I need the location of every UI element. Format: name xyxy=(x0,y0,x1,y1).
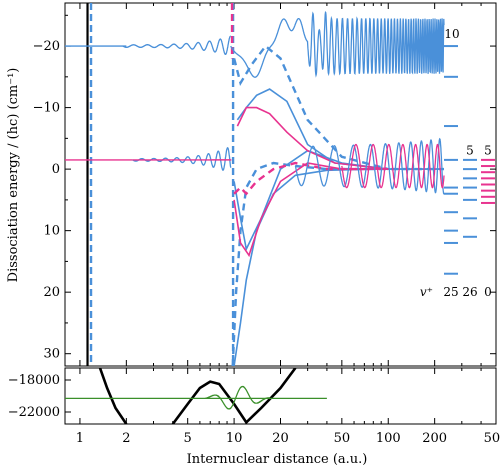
x-tick-label: 10 xyxy=(226,431,243,446)
column-label-0: 0 xyxy=(484,285,492,299)
potential-curve-magenta-5 xyxy=(233,161,374,196)
y-tick-label: 30 xyxy=(43,347,60,362)
x-tick-label: 1 xyxy=(76,431,84,446)
potential-curve-magenta-6 xyxy=(233,162,389,258)
level-label-5: 5 xyxy=(484,144,492,158)
wavefunction-top-blue-right xyxy=(230,11,445,78)
y-axis-title: Dissociation energy / (hc) (cm⁻¹) xyxy=(6,68,21,283)
wavefunction-mid-blue-left xyxy=(132,147,232,171)
potential-curve-blue-4 xyxy=(236,88,389,170)
x-axis-title: Internuclear distance (a.u.) xyxy=(187,452,368,467)
bottom-plot-frame xyxy=(64,367,497,425)
wavefunction-mid-magenta-right xyxy=(341,143,445,189)
bottom-curve-black-1 xyxy=(171,368,297,424)
x-tick-label: 20 xyxy=(272,431,289,446)
y-tick-label: −20 xyxy=(33,39,60,54)
x-tick-label: 200 xyxy=(422,431,447,446)
y-tick-label: 0 xyxy=(52,162,60,177)
column-label-26: 26 xyxy=(462,285,477,299)
potential-curve-blue-1 xyxy=(231,161,444,366)
x-tick-label: 100 xyxy=(376,431,401,446)
main-curves xyxy=(65,3,445,366)
main-plot-panel: −20 −10 0 10 20 30 10 5 5 v⁺ 25 26 0 xyxy=(33,2,497,367)
bottom-curve-black-0 xyxy=(98,368,128,424)
bottom-wavefunction-green xyxy=(204,385,270,410)
level-label-5: 5 xyxy=(466,144,474,158)
potential-curve-magenta-7 xyxy=(236,106,389,170)
x-tick-label: 5 xyxy=(184,431,192,446)
x-tick-label: 50 xyxy=(334,431,351,446)
column-label-25: 25 xyxy=(443,285,458,299)
y-tick-label: 20 xyxy=(43,285,60,300)
x-tick-label: 2 xyxy=(122,431,130,446)
wavefunction-top-blue-left xyxy=(122,35,231,56)
y-tick-label: −18000 xyxy=(8,373,60,388)
bottom-plot-panel: 1 2 5 10 20 50 100 200 500 −18000 −22000 xyxy=(8,367,500,446)
y-tick-label: −10 xyxy=(33,101,60,116)
wavefunction-mid-blue-right xyxy=(294,137,445,195)
bottom-curves xyxy=(65,368,327,424)
y-tick-label: 10 xyxy=(43,224,60,239)
potential-curve-blue-0 xyxy=(233,168,444,366)
level-label-10: 10 xyxy=(444,27,459,41)
x-tick-label: 500 xyxy=(484,431,500,446)
vibrational-quantum-label: v⁺ xyxy=(420,285,433,299)
y-tick-label: −22000 xyxy=(8,405,60,420)
